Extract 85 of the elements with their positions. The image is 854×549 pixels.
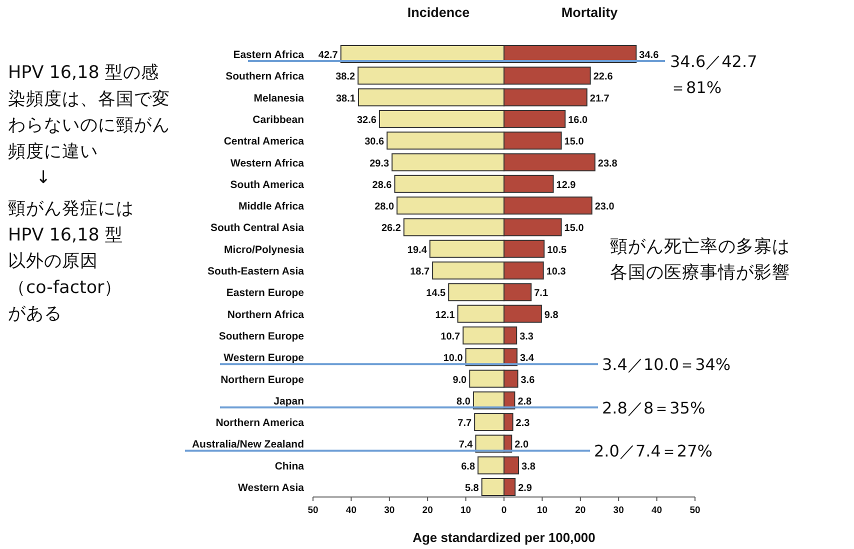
- data-label: 18.7: [410, 266, 430, 278]
- data-label: 7.7: [458, 418, 472, 430]
- data-label: 28.0: [374, 202, 394, 213]
- data-label: 2.0: [514, 440, 529, 451]
- ref-line-label: 2.8／8＝35%: [602, 398, 706, 418]
- data-label: 10.3: [546, 266, 566, 278]
- y-tick-label: Central America: [224, 136, 304, 148]
- x-tick-label: 40: [652, 505, 662, 516]
- annotation: 頸がん死亡率の多寡は各国の医療事情が影響: [610, 236, 790, 283]
- data-label: 15.0: [564, 136, 584, 148]
- y-tick-label: Western Europe: [224, 352, 304, 364]
- data-label: 5.8: [464, 483, 480, 494]
- y-tick-label: Japan: [274, 395, 304, 408]
- data-label: 3.4: [520, 353, 534, 364]
- data-label: 14.5: [426, 288, 446, 300]
- data-label: 42.7: [318, 50, 338, 61]
- data-label: 22.6: [593, 72, 614, 83]
- ref-line-label: 3.4／10.0＝34%: [602, 355, 731, 374]
- x-tick-label: 10: [460, 505, 472, 516]
- y-tick-label: South Central Asia: [210, 222, 304, 234]
- data-label: 30.6: [364, 136, 385, 148]
- data-label: 23.8: [598, 158, 618, 170]
- x-tick-label: 10: [536, 505, 548, 516]
- chart-title: Incidence: [407, 5, 470, 20]
- y-tick-label: China: [274, 460, 304, 472]
- data-label: 34.6: [639, 50, 660, 61]
- y-tick-label: Northern Europe: [220, 374, 304, 386]
- data-label: 12.1: [435, 310, 456, 321]
- x-tick-label: 50: [690, 505, 700, 516]
- y-tick-label: Western Asia: [238, 482, 304, 494]
- x-tick-label: 0: [501, 505, 507, 516]
- x-tick-label: 20: [575, 505, 586, 516]
- x-tick-label: 40: [346, 505, 356, 516]
- y-tick-label: Southern Europe: [218, 330, 304, 342]
- data-label: 21.7: [590, 93, 610, 104]
- data-label: 3.6: [520, 374, 536, 386]
- y-tick-label: Micro/Polynesia: [224, 244, 304, 256]
- ref-line-label: 34.6／42.7＝81%: [670, 52, 758, 97]
- y-tick-label: South America: [230, 178, 304, 191]
- data-label: 7.1: [534, 288, 548, 300]
- text: ↓: [36, 168, 51, 188]
- x-tick-label: 50: [308, 505, 318, 516]
- data-label: 9.8: [544, 310, 559, 321]
- y-tick-label: South-Eastern Asia: [208, 266, 304, 278]
- text: 頸がん発症にはHPV 16,18 型以外の原因（co-factor）がある: [8, 198, 134, 324]
- data-label: 16.0: [568, 114, 588, 126]
- x-tick-label: 20: [422, 505, 433, 516]
- data-label: 10.0: [443, 353, 464, 364]
- x-axis-title: Age standardized per 100,000: [412, 530, 596, 545]
- y-tick-label: Northern Africa: [227, 308, 304, 321]
- data-label: 3.3: [520, 331, 534, 342]
- y-tick-label: Caribbean: [252, 114, 304, 126]
- y-tick-label: Australia/New Zealand: [192, 438, 304, 451]
- data-label: 9.0: [452, 374, 468, 386]
- data-label: 2.8: [518, 396, 532, 408]
- data-label: 6.8: [461, 461, 476, 472]
- data-label: 23.0: [594, 202, 615, 213]
- y-tick-label: Western Africa: [230, 157, 304, 170]
- data-label: 19.4: [407, 244, 428, 256]
- data-label: 38.1: [336, 93, 356, 104]
- data-label: 26.2: [381, 223, 402, 234]
- x-tick-label: 30: [384, 505, 395, 516]
- data-label: 32.6: [357, 114, 377, 126]
- y-tick-label: Eastern Europe: [226, 287, 304, 300]
- data-label: 10.5: [547, 244, 568, 256]
- data-label: 12.9: [556, 180, 576, 191]
- data-label: 2.9: [518, 483, 532, 494]
- data-label: 29.3: [370, 158, 390, 170]
- data-label: 10.7: [440, 331, 461, 342]
- text: HPV 16,18 型の感染頻度は、各国で変わらないのに頸がん頻度に違い: [8, 63, 170, 162]
- data-label: 15.0: [564, 223, 584, 234]
- chart-title: Mortality: [561, 5, 618, 20]
- y-tick-label: Southern Africa: [226, 70, 304, 83]
- data-label: 7.4: [458, 440, 474, 451]
- data-label: 38.2: [336, 72, 356, 83]
- data-label: 2.3: [516, 418, 530, 430]
- y-tick-label: Middle Africa: [238, 200, 304, 213]
- x-tick-label: 30: [613, 505, 624, 516]
- ref-line-label: 2.0／7.4＝27%: [594, 442, 712, 461]
- data-label: 8.0: [456, 396, 471, 408]
- y-tick-label: Eastern Africa: [233, 49, 304, 61]
- data-label: 28.6: [372, 180, 392, 191]
- data-label: 3.8: [522, 461, 536, 472]
- y-tick-label: Melanesia: [254, 92, 304, 104]
- y-tick-label: Northern America: [216, 417, 304, 430]
